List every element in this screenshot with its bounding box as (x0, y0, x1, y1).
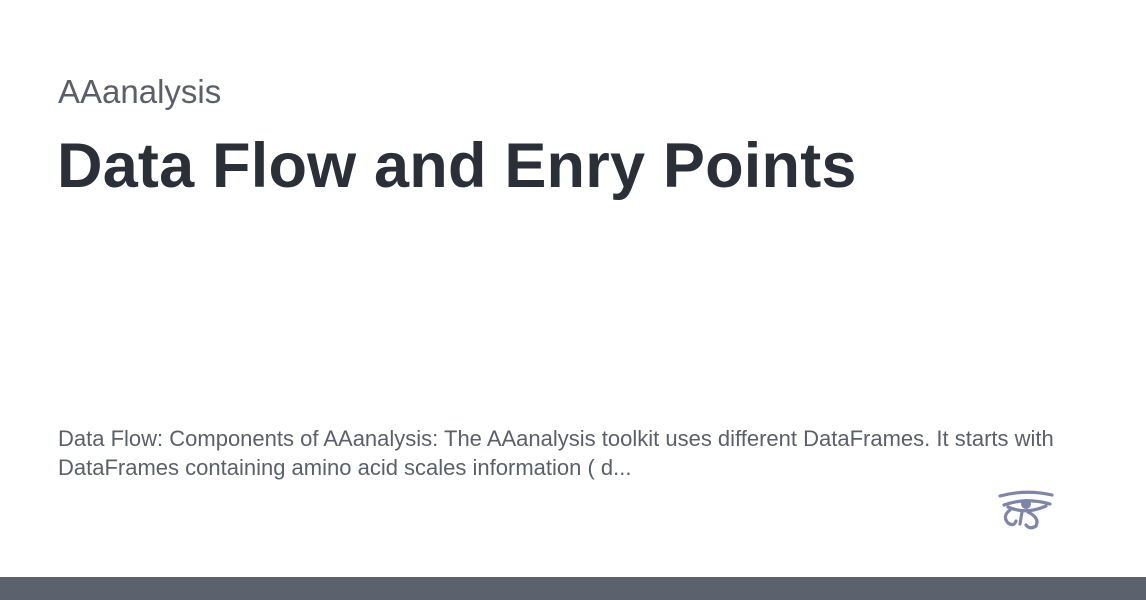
eye-of-horus-icon (996, 488, 1056, 532)
preview-card: AAanalysis Data Flow and Enry Points Dat… (57, 73, 1056, 532)
page-description: Data Flow: Components of AAanalysis: The… (58, 426, 1054, 480)
page-title: Data Flow and Enry Points (57, 131, 857, 201)
site-name: AAanalysis (58, 73, 222, 110)
bottom-bar (0, 577, 1146, 600)
